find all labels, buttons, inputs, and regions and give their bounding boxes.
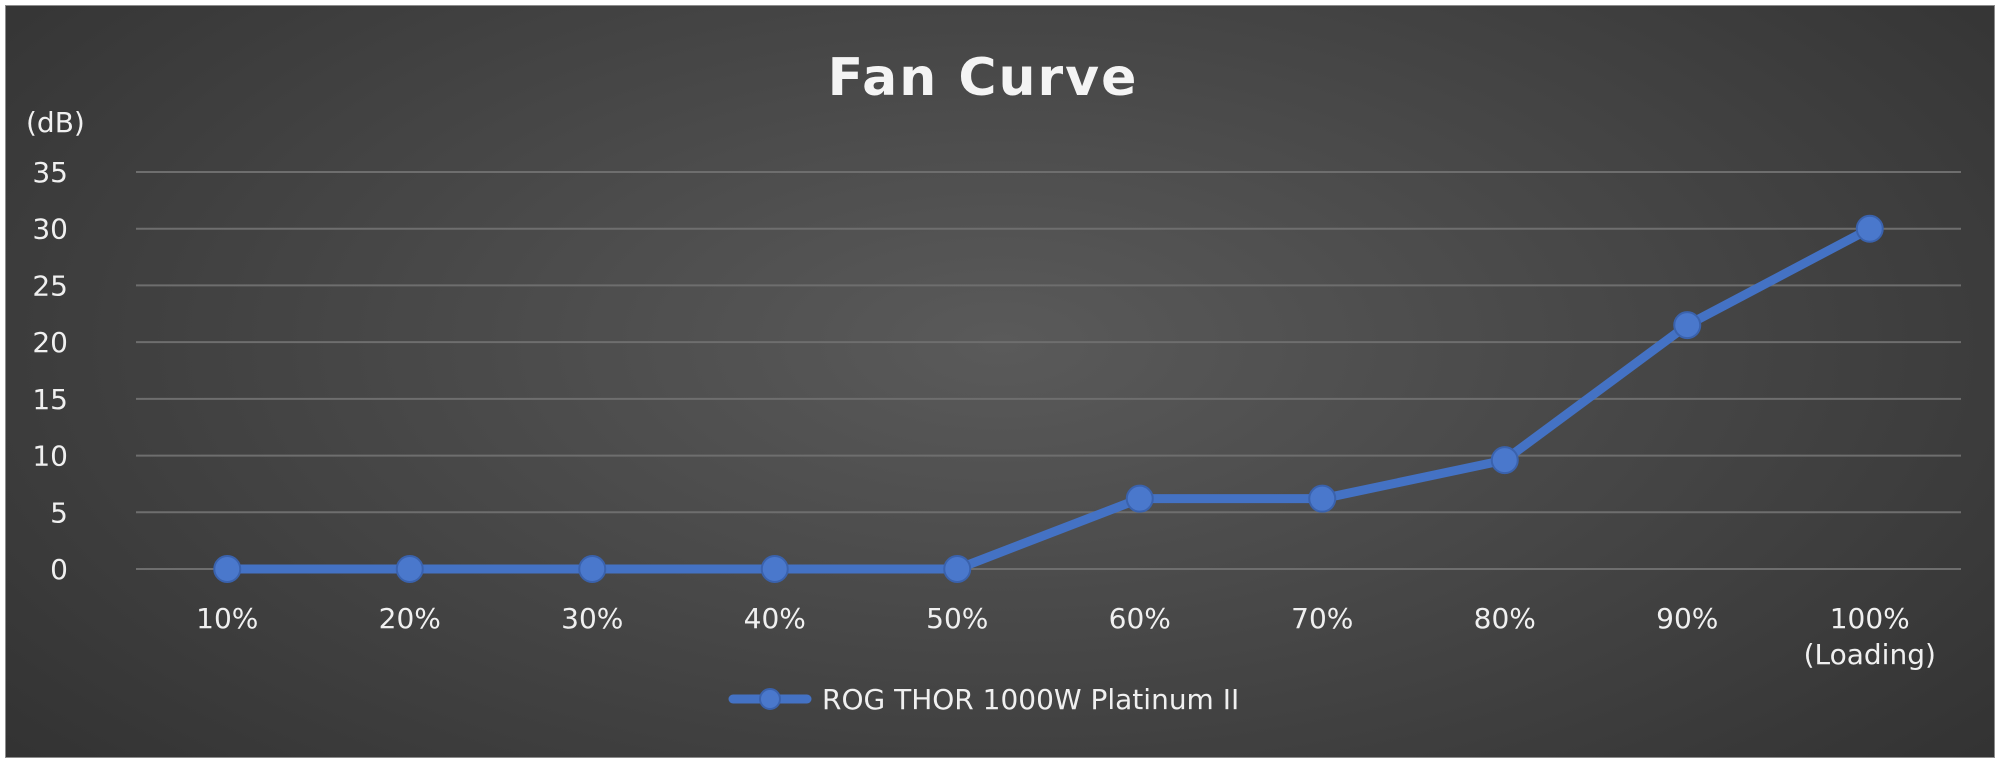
x-tick-label: 90% xyxy=(1656,602,1718,635)
y-tick-label: 35 xyxy=(32,156,68,189)
x-tick-label: 50% xyxy=(926,602,988,635)
data-point xyxy=(943,555,972,583)
data-point xyxy=(395,555,424,583)
y-tick-label: 5 xyxy=(50,496,68,529)
x-tick-label: 20% xyxy=(379,602,441,635)
fan-curve-chart: Fan Curve (dB) 0 5 10 15 20 25 30 35 10% 20% 30% 4… xyxy=(26,48,1961,716)
x-tick-label: 40% xyxy=(744,602,806,635)
legend-series-label: ROG THOR 1000W Platinum II xyxy=(822,683,1239,716)
x-tick-label: 60% xyxy=(1109,602,1171,635)
y-tick-label: 20 xyxy=(32,326,68,359)
series-layer xyxy=(213,214,1884,583)
legend: ROG THOR 1000W Platinum II xyxy=(728,683,1239,716)
x-axis-tick-labels: 10% 20% 30% 40% 50% 60% 70% 80% 90% 100% (Loading) xyxy=(196,602,1936,671)
y-tick-label: 15 xyxy=(32,383,68,416)
data-point xyxy=(1308,484,1337,513)
y-tick-label: 25 xyxy=(32,269,68,302)
data-point xyxy=(1855,214,1884,243)
y-axis-tick-labels: 0 5 10 15 20 25 30 35 xyxy=(32,156,68,586)
data-point xyxy=(760,555,789,583)
series-line xyxy=(222,224,1875,574)
y-tick-label: 0 xyxy=(50,553,68,586)
x-tick-label: 100% (Loading) xyxy=(1804,602,1936,671)
legend-point-marker xyxy=(759,688,781,710)
data-point xyxy=(578,555,607,583)
gridlines xyxy=(136,171,1961,570)
x-tick-label: 10% xyxy=(196,602,258,635)
chart-title: Fan Curve xyxy=(828,48,1139,108)
y-tick-label: 10 xyxy=(32,440,68,473)
x-tick-label: 70% xyxy=(1291,602,1353,635)
x-tick-label: 30% xyxy=(561,602,623,635)
data-point xyxy=(213,555,242,583)
y-tick-label: 30 xyxy=(32,213,68,246)
data-point xyxy=(1673,311,1702,340)
data-point xyxy=(1490,446,1519,475)
x-tick-label: 80% xyxy=(1474,602,1536,635)
data-point xyxy=(1125,484,1154,513)
y-axis-unit-label: (dB) xyxy=(26,106,85,139)
chart-frame: Fan Curve (dB) 0 5 10 15 20 25 30 35 10% 20% 30% 4… xyxy=(5,5,1995,758)
